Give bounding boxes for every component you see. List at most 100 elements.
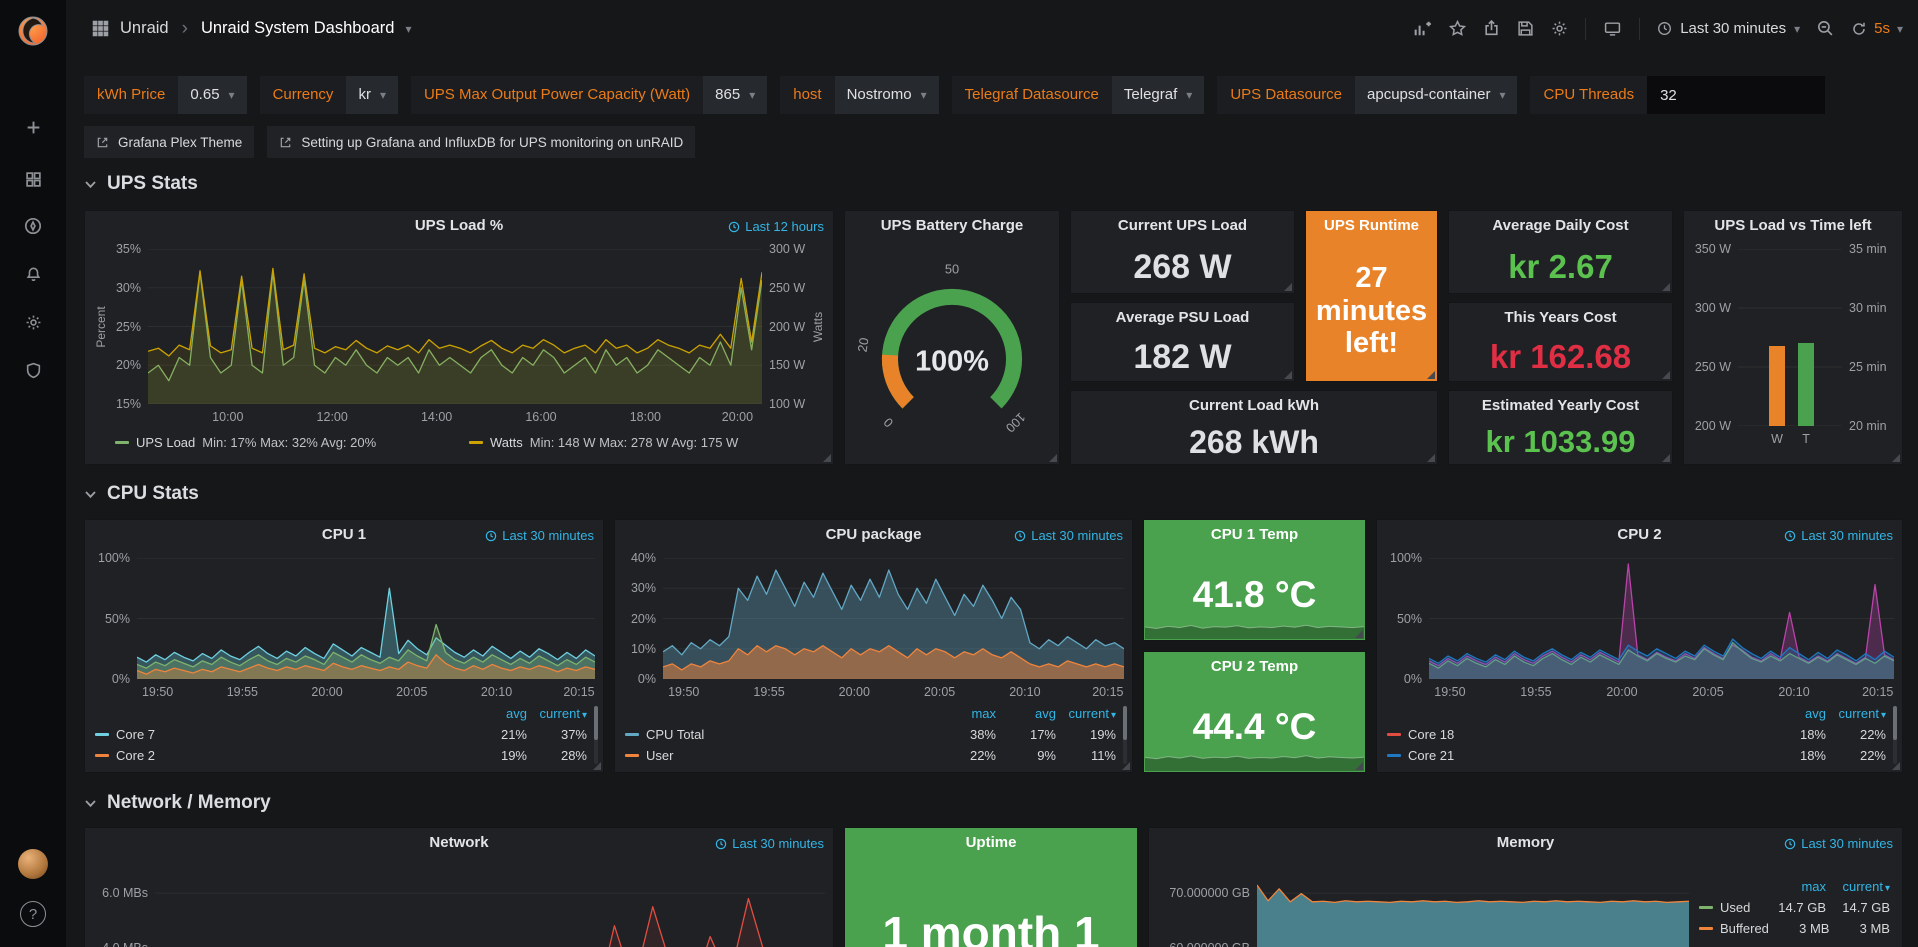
breadcrumb-app[interactable]: Unraid	[120, 19, 169, 37]
legend-scrollbar[interactable]	[1893, 706, 1897, 764]
plot[interactable]: 19:50 19:55 20:00 20:05 20:10 20:15	[1429, 558, 1894, 699]
user-avatar[interactable]	[0, 843, 66, 885]
legend-series-name[interactable]: Buffered	[1699, 921, 1769, 936]
variable-value[interactable]: Nostromo ▾	[834, 76, 939, 114]
legend-series-name[interactable]: User	[625, 748, 936, 763]
legend-column-current[interactable]: current	[1056, 706, 1116, 721]
legend-column-max[interactable]: max	[971, 706, 996, 721]
create-icon[interactable]	[0, 106, 66, 148]
graph-plot-area[interactable]: 100% 50% 0% 19:50 19:55 20:00 20:05 20:10 20:15	[85, 550, 603, 703]
graph-plot-area[interactable]: 70.000000 GB60.000000 GB50.000000 GBmaxc…	[1149, 858, 1902, 947]
variable-value[interactable]: kr ▾	[346, 76, 398, 114]
resize-handle[interactable]	[1662, 454, 1670, 462]
legend-column-avg[interactable]: avg	[506, 706, 527, 721]
refresh-picker[interactable]: 5s ▾	[1851, 20, 1903, 37]
resize-handle[interactable]	[1892, 762, 1900, 770]
resize-handle[interactable]	[1662, 371, 1670, 379]
graph-plot-area[interactable]: 350 W 300 W 250 W 200 W W T 35 min 30 min 25 min…	[1684, 241, 1902, 450]
plot[interactable]	[155, 866, 825, 947]
panel-title[interactable]: CPU 2	[1617, 526, 1662, 543]
panel-title[interactable]: This Years Cost	[1504, 309, 1617, 326]
panel-title[interactable]: Average PSU Load	[1115, 309, 1250, 326]
legend-series-name[interactable]: Watts	[490, 434, 523, 450]
time-range-picker[interactable]: Last 30 minutes ▾	[1657, 20, 1800, 37]
legend-column-current[interactable]: current	[527, 706, 587, 721]
variable-value[interactable]: 0.65 ▾	[178, 76, 247, 114]
legend-column-current[interactable]: current	[1826, 879, 1890, 894]
graph-plot-area[interactable]: 40% 30% 20% 10% 0% 19:50 19:55 20:00 20:05 20:10 2…	[615, 550, 1132, 703]
panel-title[interactable]: UPS Load %	[414, 217, 504, 234]
dashboard-link-grafana-plex-theme[interactable]: Grafana Plex Theme	[84, 126, 255, 158]
resize-handle[interactable]	[1122, 762, 1130, 770]
legend-series-name[interactable]: Core 2	[95, 748, 467, 763]
panel-title[interactable]: UPS Runtime	[1323, 217, 1419, 234]
graph-plot-area[interactable]: 100% 50% 0% 19:50 19:55 20:00 20:05 20:10 20:15	[1377, 550, 1902, 703]
resize-handle[interactable]	[1355, 762, 1363, 770]
legend-column-avg[interactable]: avg	[1805, 706, 1826, 721]
configuration-gear-icon[interactable]	[0, 301, 66, 343]
graph-plot-area[interactable]: 6.0 MBs4.0 MBs2.0 MBs	[85, 858, 833, 947]
kiosk-tv-icon[interactable]	[1603, 20, 1622, 37]
share-icon[interactable]	[1483, 20, 1500, 37]
resize-handle[interactable]	[1355, 630, 1363, 638]
alerting-bell-icon[interactable]	[0, 253, 66, 295]
panel-title[interactable]: Network	[429, 834, 489, 851]
legend-column-avg[interactable]: avg	[1035, 706, 1056, 721]
save-icon[interactable]	[1517, 20, 1534, 37]
legend-series-name[interactable]: Core 18	[1387, 727, 1766, 742]
dashboards-icon[interactable]	[0, 158, 66, 200]
section-cpu-stats[interactable]: CPU Stats	[84, 483, 199, 505]
graph-plot-area[interactable]: Percent 35% 30% 25% 20% 15% 10:00 12:00 14:00 16:…	[85, 241, 833, 428]
legend-series-name[interactable]: UPS Load	[136, 434, 196, 450]
panel-title[interactable]: Average Daily Cost	[1492, 217, 1629, 234]
apps-grid-icon[interactable]	[92, 20, 109, 37]
panel-title[interactable]: UPS Load vs Time left	[1714, 217, 1872, 234]
resize-handle[interactable]	[1427, 371, 1435, 379]
legend-column-current[interactable]: current	[1826, 706, 1886, 721]
variable-input[interactable]	[1647, 76, 1826, 114]
resize-handle[interactable]	[823, 454, 831, 462]
resize-handle[interactable]	[593, 762, 601, 770]
resize-handle[interactable]	[1049, 454, 1057, 462]
resize-handle[interactable]	[1892, 454, 1900, 462]
panel-title[interactable]: CPU 1	[321, 526, 367, 543]
variable-value[interactable]: apcupsd-container ▾	[1355, 76, 1518, 114]
grafana-logo-icon[interactable]	[0, 10, 66, 52]
add-panel-icon[interactable]	[1414, 20, 1432, 38]
dashboard-link-setting-up-grafana-and-influxd[interactable]: Setting up Grafana and InfluxDB for UPS …	[267, 126, 696, 158]
plot[interactable]: 19:50 19:55 20:00 20:05 20:10 20:15	[663, 558, 1124, 699]
help-icon[interactable]: ?	[0, 893, 66, 935]
panel-title[interactable]: Uptime	[965, 834, 1017, 851]
panel-title[interactable]: Current Load kWh	[1189, 397, 1319, 414]
section-ups-stats[interactable]: UPS Stats	[84, 173, 198, 195]
chevron-down-icon[interactable]: ▾	[405, 21, 412, 36]
resize-handle[interactable]	[1662, 283, 1670, 291]
panel-title[interactable]: UPS Battery Charge	[880, 217, 1024, 234]
legend-series-name[interactable]: CPU Total	[625, 727, 936, 742]
resize-handle[interactable]	[1427, 454, 1435, 462]
plot[interactable]: 19:50 19:55 20:00 20:05 20:10 20:15	[137, 558, 595, 699]
section-network-memory[interactable]: Network / Memory	[84, 792, 271, 814]
explore-compass-icon[interactable]	[0, 205, 66, 247]
legend-scrollbar[interactable]	[1123, 706, 1127, 764]
variable-value[interactable]: 865 ▾	[703, 76, 768, 114]
legend-series-name[interactable]: Core 21	[1387, 748, 1766, 763]
plot[interactable]: 10:00 12:00 14:00 16:00 18:00 20:00	[148, 249, 762, 424]
plot[interactable]	[1257, 866, 1689, 947]
panel-title[interactable]: Memory	[1496, 834, 1555, 851]
legend-series-name[interactable]: Used	[1699, 900, 1762, 915]
variable-value[interactable]: Telegraf ▾	[1111, 76, 1205, 114]
dashboard-title[interactable]: Unraid System Dashboard	[200, 19, 395, 37]
star-icon[interactable]	[1449, 20, 1467, 37]
resize-handle[interactable]	[1284, 283, 1292, 291]
panel-title[interactable]: CPU 1 Temp	[1210, 526, 1299, 543]
panel-title[interactable]: Estimated Yearly Cost	[1481, 397, 1640, 414]
settings-gear-icon[interactable]	[1551, 20, 1568, 37]
panel-title[interactable]: CPU package	[825, 526, 922, 543]
panel-title[interactable]: CPU 2 Temp	[1210, 658, 1299, 675]
legend-series-name[interactable]: Core 7	[95, 727, 467, 742]
zoom-out-icon[interactable]	[1817, 20, 1834, 37]
admin-shield-icon[interactable]	[0, 349, 66, 391]
panel-title[interactable]: Current UPS Load	[1117, 217, 1248, 234]
